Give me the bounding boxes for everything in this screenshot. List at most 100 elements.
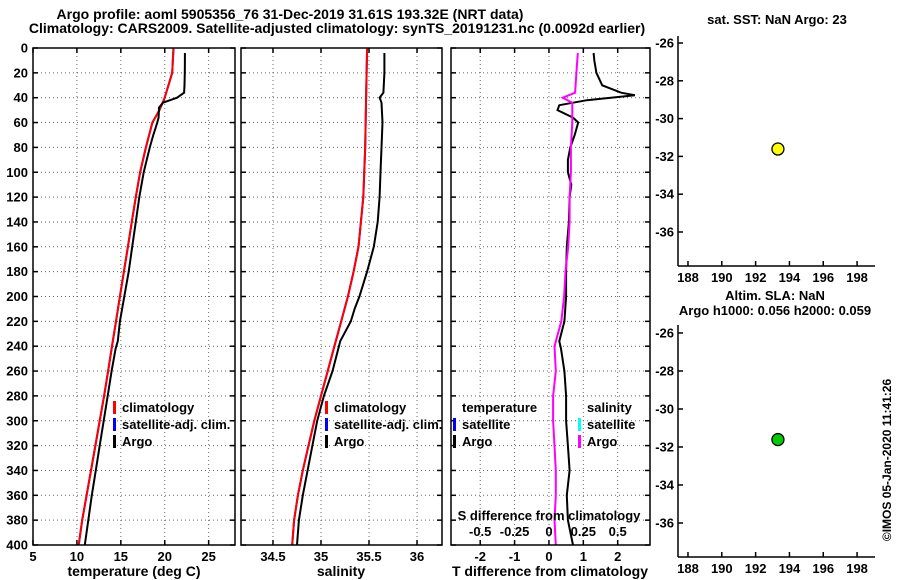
legend-label: Argo (462, 434, 493, 449)
x-tick-label: 0 (545, 549, 552, 564)
x-tick-label: 25 (201, 549, 215, 564)
y-tick-label: 80 (14, 140, 28, 155)
y-tick-label: 240 (6, 339, 28, 354)
x-tick-label: 190 (711, 561, 733, 576)
x-tick-label: 194 (779, 270, 801, 285)
y-tick-label: 40 (14, 90, 28, 105)
y-tick-label: -32 (655, 149, 674, 164)
x-tick-label: 2 (614, 549, 621, 564)
y-tick-label: 280 (6, 388, 28, 403)
satellite-line-swatch (453, 418, 456, 431)
y-tick-label: 200 (6, 289, 28, 304)
x-tick-label: 188 (677, 270, 699, 285)
x-tick-label: 20 (158, 549, 172, 564)
x-tick-label: 10 (70, 549, 84, 564)
xlabel-temperature: temperature (deg C) (67, 563, 201, 579)
x-tick-label: -1 (509, 549, 521, 564)
series-argo (296, 53, 386, 546)
s-difference-axis-label: S difference from climatology (457, 508, 641, 523)
legend-label: satellite (587, 417, 636, 432)
argo-line-swatch (325, 435, 328, 448)
y-tick-label: -36 (655, 515, 674, 530)
y-tick-label: 320 (6, 438, 28, 453)
y-tick-label: -26 (655, 35, 674, 50)
xlabel-salinity: salinity (316, 563, 366, 579)
x-tick-label: 1 (580, 549, 587, 564)
y-tick-label: -28 (655, 363, 674, 378)
legend-label: satellite-adj. clim. (334, 417, 443, 432)
legend-entry: satellite-adj. clim. (325, 416, 442, 433)
y-tick-label: 300 (6, 413, 28, 428)
y-tick-label: -34 (655, 187, 675, 202)
satellite-line-swatch (578, 418, 581, 431)
argo-line-swatch (578, 435, 581, 448)
s-axis-tick-label: -0.5 (469, 524, 491, 539)
legend-s-difference: salinity satellite Argo (578, 399, 635, 450)
legend-label: Argo (334, 434, 365, 449)
legend-entry: climatology (325, 399, 442, 416)
legend-entry: satellite (578, 416, 635, 433)
series-argo (83, 53, 186, 546)
y-tick-label: 400 (6, 538, 28, 553)
legend-label: Argo (587, 434, 618, 449)
legend-entry: Argo (578, 433, 635, 450)
s-axis-tick-label: 0.25 (571, 524, 596, 539)
legend-header: salinity (578, 399, 635, 416)
axes-box (450, 47, 651, 546)
y-tick-label: 340 (6, 463, 28, 478)
x-tick-label: 198 (846, 270, 868, 285)
panel-sst-map: 188 190 192 194 196 198 -26 -28 -30 -32 -34 -36 (655, 35, 875, 285)
climatology-line-swatch (113, 401, 116, 414)
legend-temperature-panel: climatology satellite-adj. clim. Argo (113, 399, 230, 450)
y-tick-label: 60 (14, 115, 28, 130)
series-t-difference-argo (556, 52, 636, 546)
y-tick-label: 160 (6, 239, 28, 254)
x-tick-label: 5 (29, 549, 36, 564)
credit-text: ©IMOS 05-Jan-2020 11:41:26 (880, 378, 894, 542)
y-tick-label: 260 (6, 364, 28, 379)
series-climatology (77, 47, 175, 546)
sla-map-title-line1: Altim. SLA: NaN (725, 288, 825, 303)
s-axis-tick-label: -0.25 (500, 524, 530, 539)
y-tick-label: 0 (21, 41, 28, 56)
x-tick-label: 15 (114, 549, 128, 564)
x-tick-label: 190 (711, 270, 733, 285)
legend-entry: Argo (113, 433, 230, 450)
panel-salinity: 34.5 35 35.5 36 (240, 47, 443, 564)
y-tick-label: -32 (655, 439, 674, 454)
satellite-line-swatch (325, 418, 328, 431)
panel-difference: -2 -1 0 1 2 -0.5 -0.25 0 0.25 0.5 (450, 47, 651, 564)
y-tick-label: -28 (655, 73, 674, 88)
x-tick-label: 196 (812, 561, 834, 576)
satellite-line-swatch (113, 418, 116, 431)
y-tick-label: 100 (6, 165, 28, 180)
y-tick-label: 140 (6, 214, 28, 229)
x-tick-label: 188 (677, 561, 699, 576)
legend-label: climatology (334, 400, 407, 415)
legend-entry: satellite-adj. clim. (113, 416, 230, 433)
y-tick-label: -26 (655, 325, 674, 340)
y-tick-label: -30 (655, 401, 674, 416)
legend-entry: Argo (325, 433, 442, 450)
legend-label: satellite (462, 417, 511, 432)
x-tick-label: -2 (474, 549, 486, 564)
x-tick-label: 36 (410, 549, 424, 564)
climatology-line-swatch (325, 401, 328, 414)
y-tick-label: -30 (655, 111, 674, 126)
legend-salinity-panel: climatology satellite-adj. clim. Argo (325, 399, 442, 450)
legend-entry: climatology (113, 399, 230, 416)
legend-header: temperature (453, 399, 537, 416)
argo-line-swatch (113, 435, 116, 448)
sst-map-title: sat. SST: NaN Argo: 23 (707, 12, 847, 27)
s-axis-tick-label: 0 (545, 524, 552, 539)
x-tick-label: 35.5 (356, 549, 381, 564)
s-axis-tick-label: 0.5 (609, 524, 627, 539)
y-tick-label: 360 (6, 488, 28, 503)
y-tick-label: 20 (14, 65, 28, 80)
series-climatology (291, 47, 369, 546)
x-tick-label: 194 (779, 561, 801, 576)
x-tick-label: 196 (812, 270, 834, 285)
legend-label: salinity (587, 400, 632, 415)
